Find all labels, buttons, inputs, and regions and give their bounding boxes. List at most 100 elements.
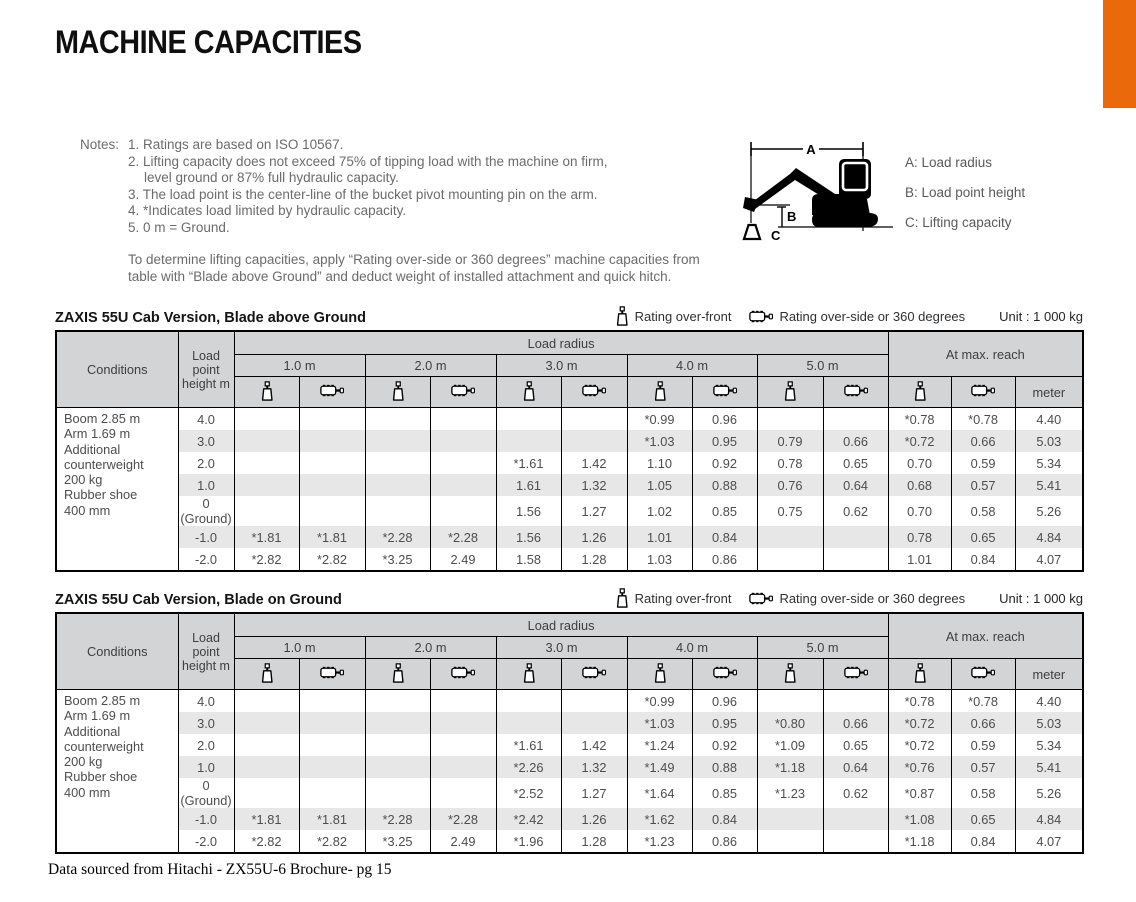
capacity-value-cell: 0.68 [887, 474, 952, 496]
capacity-value-cell: 0.88 [691, 474, 758, 496]
capacity-value-cell: 0.96 [691, 689, 758, 712]
rating-over-side-icon [320, 384, 344, 397]
capacity-value-cell: *2.28 [364, 526, 431, 548]
capacity-value-cell: *1.62 [626, 808, 693, 830]
load-point-height-header: Load point height m [177, 612, 235, 690]
radius-header: 1.0 m [233, 354, 366, 377]
capacity-value-cell: *0.78 [887, 689, 952, 712]
diagram-legend-b: B: Load point height [905, 185, 1026, 200]
capacity-value-cell: 1.05 [626, 474, 693, 496]
capacity-value-cell [756, 548, 824, 571]
excavator-silhouette-drawing: A B C [742, 142, 893, 243]
capacity-value-cell [756, 689, 824, 712]
capacity-value-cell: 0.58 [950, 496, 1016, 526]
rating-over-side-icon [843, 384, 868, 397]
capacity-value-cell [298, 712, 366, 734]
unit-label: Unit : 1 000 kg [999, 590, 1083, 606]
rating-over-front-icon [260, 662, 274, 683]
capacity-value-cell [233, 778, 300, 808]
capacity-value-cell [429, 496, 497, 526]
capacity-value-cell: 0.65 [950, 808, 1016, 830]
capacity-value-cell [298, 778, 366, 808]
capacity-value-cell: *2.26 [495, 756, 562, 778]
notes-label: Notes: [80, 137, 120, 152]
table-row: -2.0 *2.82 *2.82 *3.25 2.49 *1.96 1.28 *1.23 0.8… [56, 830, 1084, 853]
capacity-value-cell: *0.72 [887, 430, 952, 452]
note-item: 2. Lifting capacity does not exceed 75% … [128, 153, 608, 186]
capacity-value-cell [233, 474, 300, 496]
capacity-value-cell: 0.84 [950, 830, 1016, 853]
capacity-value-cell: 0.66 [950, 712, 1016, 734]
capacity-value-cell: 1.10 [626, 452, 693, 474]
radius-header: 2.0 m [364, 636, 497, 659]
at-max-reach-header: At max. reach [887, 330, 1084, 377]
capacity-value-cell [233, 452, 300, 474]
capacity-value-cell: 0.65 [822, 734, 889, 756]
table-row: Boom 2.85 m Arm 1.69 m Additional counte… [55, 689, 1084, 853]
capacity-value-cell [364, 496, 431, 526]
radius-header: 5.0 m [756, 354, 889, 377]
rating-over-side-icon [712, 384, 737, 397]
capacity-value-cell: 0.64 [822, 756, 889, 778]
capacity-value-cell [756, 526, 824, 548]
capacity-value-cell [429, 452, 497, 474]
capacity-value-cell [364, 474, 431, 496]
load-point-height-cell: 2.0 [177, 734, 235, 756]
load-point-height-cell: -1.0 [177, 808, 235, 830]
rating-over-front-icon [522, 380, 536, 401]
capacity-value-cell: 1.01 [887, 548, 952, 571]
capacity-value-cell: *1.96 [495, 830, 562, 853]
table-title: ZAXIS 55U Cab Version, Blade on Ground [55, 592, 342, 608]
capacity-value-cell: *0.99 [626, 689, 693, 712]
dim-label-b: B [787, 209, 796, 224]
capacity-value-cell: 0.76 [756, 474, 824, 496]
unit-label: Unit : 1 000 kg [999, 308, 1083, 324]
rating-over-side-label: Rating over-side or 360 degrees [779, 590, 966, 606]
capacity-value-cell: 1.28 [560, 830, 628, 853]
capacity-value-cell: 0.88 [691, 756, 758, 778]
capacity-value-cell: *2.28 [429, 808, 497, 830]
load-point-height-cell: 1.0 [177, 756, 235, 778]
at-max-reach-header: At max. reach [887, 612, 1084, 659]
capacity-value-cell: *2.82 [298, 548, 366, 571]
capacity-value-cell: 0.84 [691, 808, 758, 830]
max-reach-meter-cell: 4.84 [1014, 808, 1084, 830]
capacity-value-cell: 0.92 [691, 452, 758, 474]
capacity-value-cell: *2.28 [429, 526, 497, 548]
capacity-value-cell: 1.26 [560, 808, 628, 830]
capacity-value-cell [233, 734, 300, 756]
capacity-value-cell [429, 778, 497, 808]
notes-paragraph: To determine lifting capacities, apply “… [128, 252, 700, 284]
load-point-height-cell: -2.0 [177, 548, 235, 571]
capacity-value-cell: 1.27 [560, 496, 628, 526]
diagram-legend-c: C: Lifting capacity [905, 215, 1012, 230]
capacity-value-cell: 1.32 [560, 756, 628, 778]
capacity-value-cell [429, 474, 497, 496]
capacity-value-cell: *0.99 [626, 407, 693, 430]
capacity-value-cell: 0.66 [950, 430, 1016, 452]
capacity-value-cell: *2.52 [495, 778, 562, 808]
capacity-table: Conditions Load point height m Load radi… [55, 330, 1085, 572]
capacity-value-cell [233, 430, 300, 452]
capacity-value-cell: *1.03 [626, 712, 693, 734]
capacity-value-cell: 0.85 [691, 778, 758, 808]
capacity-value-cell [298, 407, 366, 430]
capacity-value-cell: 0.70 [887, 452, 952, 474]
capacity-value-cell [822, 548, 889, 571]
max-reach-meter-cell: 5.26 [1014, 778, 1084, 808]
rating-over-side-icon [843, 666, 868, 679]
table-row: -1.0 *1.81 *1.81 *2.28 *2.28 *2.42 1.26 *1.62 0.… [56, 808, 1084, 830]
notes-list: 1. Ratings are based on ISO 10567. 2. Li… [128, 137, 728, 285]
capacity-value-cell: *1.81 [233, 526, 300, 548]
capacity-value-cell [298, 474, 366, 496]
rating-over-front-icon [653, 380, 667, 401]
capacity-value-cell: *1.18 [887, 830, 952, 853]
capacity-value-cell: *1.09 [756, 734, 824, 756]
rating-over-side-icon [749, 592, 774, 605]
rating-over-side-label: Rating over-side or 360 degrees [779, 308, 966, 324]
capacity-value-cell: 0.78 [756, 452, 824, 474]
conditions-cell: Boom 2.85 m Arm 1.69 m Additional counte… [55, 407, 179, 571]
table-section-blade-above-ground: ZAXIS 55U Cab Version, Blade above Groun… [55, 303, 1085, 572]
rating-over-front-icon [615, 588, 629, 608]
capacity-value-cell: 0.84 [950, 548, 1016, 571]
